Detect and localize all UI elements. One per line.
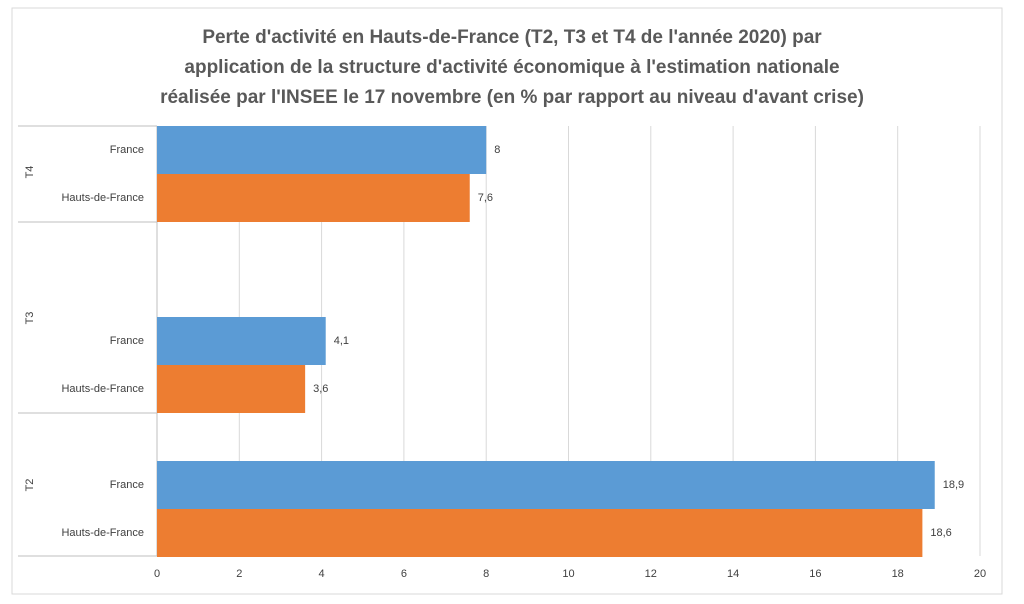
value-label: 8 bbox=[494, 144, 500, 156]
category-label: France bbox=[110, 335, 144, 347]
chart-title: application de la structure d'activité é… bbox=[184, 57, 839, 78]
x-tick-label: 8 bbox=[483, 568, 489, 580]
x-tick-label: 20 bbox=[974, 568, 986, 580]
bar bbox=[157, 365, 306, 413]
bar bbox=[157, 126, 487, 174]
value-label: 3,6 bbox=[313, 383, 328, 395]
bar bbox=[157, 317, 326, 365]
x-tick-label: 4 bbox=[319, 568, 325, 580]
category-label: France bbox=[110, 144, 144, 156]
bar bbox=[157, 461, 935, 509]
group-label: T3 bbox=[24, 312, 36, 325]
bar bbox=[157, 509, 923, 557]
category-label: Hauts-de-France bbox=[61, 527, 144, 539]
value-label: 7,6 bbox=[478, 192, 493, 204]
value-label: 18,9 bbox=[943, 479, 964, 491]
x-tick-label: 10 bbox=[562, 568, 574, 580]
value-label: 4,1 bbox=[334, 335, 349, 347]
x-tick-label: 14 bbox=[727, 568, 739, 580]
category-label: Hauts-de-France bbox=[61, 192, 144, 204]
value-label: 18,6 bbox=[930, 527, 951, 539]
category-label: Hauts-de-France bbox=[61, 383, 144, 395]
chart-title: réalisée par l'INSEE le 17 novembre (en … bbox=[160, 87, 864, 108]
group-label: T4 bbox=[24, 166, 36, 179]
x-tick-label: 18 bbox=[892, 568, 904, 580]
x-tick-label: 6 bbox=[401, 568, 407, 580]
bar bbox=[157, 174, 470, 222]
category-label: France bbox=[110, 479, 144, 491]
x-tick-label: 0 bbox=[154, 568, 160, 580]
x-tick-label: 12 bbox=[645, 568, 657, 580]
group-label: T2 bbox=[24, 479, 36, 492]
x-tick-label: 2 bbox=[236, 568, 242, 580]
x-tick-label: 16 bbox=[809, 568, 821, 580]
chart-title: Perte d'activité en Hauts-de-France (T2,… bbox=[202, 27, 822, 48]
